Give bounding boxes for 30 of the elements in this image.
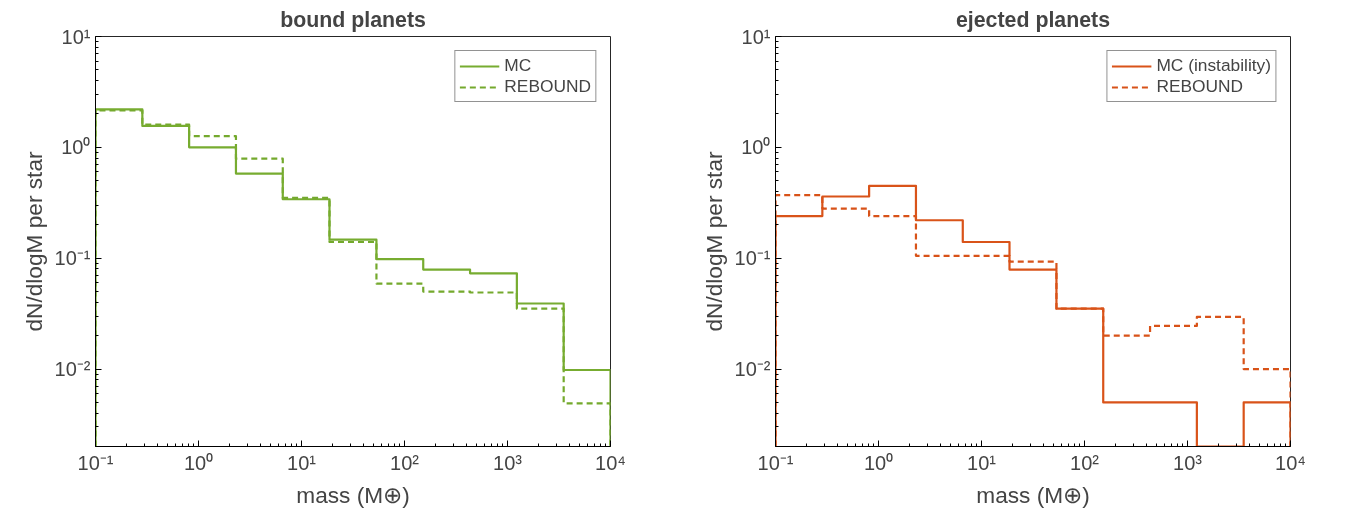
x-tick-label: 10⁻¹	[77, 451, 114, 474]
x-tick-label: 10²	[1070, 451, 1100, 474]
chart-title: bound planets	[280, 7, 426, 32]
y-tick-label: 10⁻²	[54, 358, 91, 381]
x-tick-label: 10¹	[287, 451, 317, 474]
x-tick-label: 10³	[493, 451, 523, 474]
x-tick-label: 10³	[1173, 451, 1203, 474]
x-axis-title: mass (M⊕)	[976, 481, 1090, 508]
y-tick-label: 10¹	[741, 25, 771, 48]
legend-label: MC (instability)	[1156, 55, 1271, 76]
y-tick-label: 10⁻¹	[54, 247, 91, 270]
x-tick-label: 10⁴	[1275, 451, 1306, 474]
y-tick-label: 10⁻¹	[734, 247, 771, 270]
y-tick-label: 10⁻²	[734, 358, 771, 381]
legend-label: REBOUND	[1156, 76, 1244, 97]
legend-label: REBOUND	[504, 76, 591, 97]
x-axis-title: mass (M⊕)	[296, 481, 410, 508]
legend-label: MC	[504, 55, 532, 76]
x-tick-label: 10⁰	[863, 451, 894, 474]
y-tick-label: 10⁰	[61, 136, 91, 159]
y-axis-title: dN/dlogM per star	[20, 151, 47, 332]
chart-title: ejected planets	[955, 7, 1111, 32]
x-tick-label: 10⁻¹	[757, 451, 794, 474]
x-tick-label: 10²	[390, 451, 420, 474]
x-tick-label: 10¹	[967, 451, 997, 474]
y-axis-title: dN/dlogM per star	[700, 151, 727, 332]
x-tick-label: 10⁴	[595, 451, 626, 474]
y-tick-label: 10⁰	[741, 136, 771, 159]
y-tick-label: 10¹	[61, 25, 91, 48]
x-tick-label: 10⁰	[183, 451, 214, 474]
